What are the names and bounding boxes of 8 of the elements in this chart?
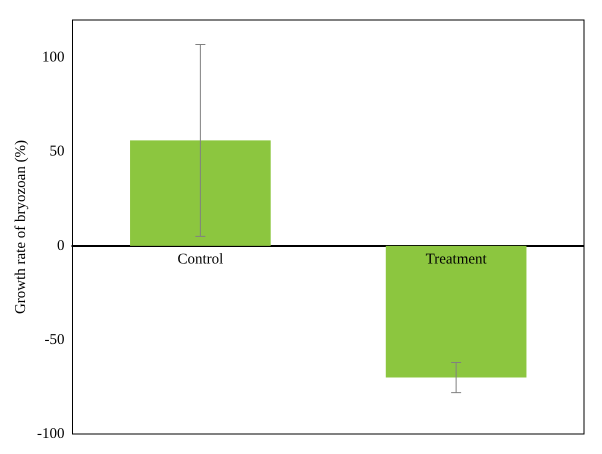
y-tick-label: 50 (49, 144, 64, 160)
y-tick-label: -100 (36, 426, 64, 442)
y-tick-label: 0 (56, 238, 64, 254)
y-axis-title: Growth rate of bryozoan (%) (12, 140, 29, 314)
x-tick-label: Treatment (426, 251, 488, 268)
y-tick-label: -50 (44, 332, 64, 348)
x-tick-label: Control (177, 251, 224, 268)
y-tick-label: 100 (42, 50, 64, 66)
